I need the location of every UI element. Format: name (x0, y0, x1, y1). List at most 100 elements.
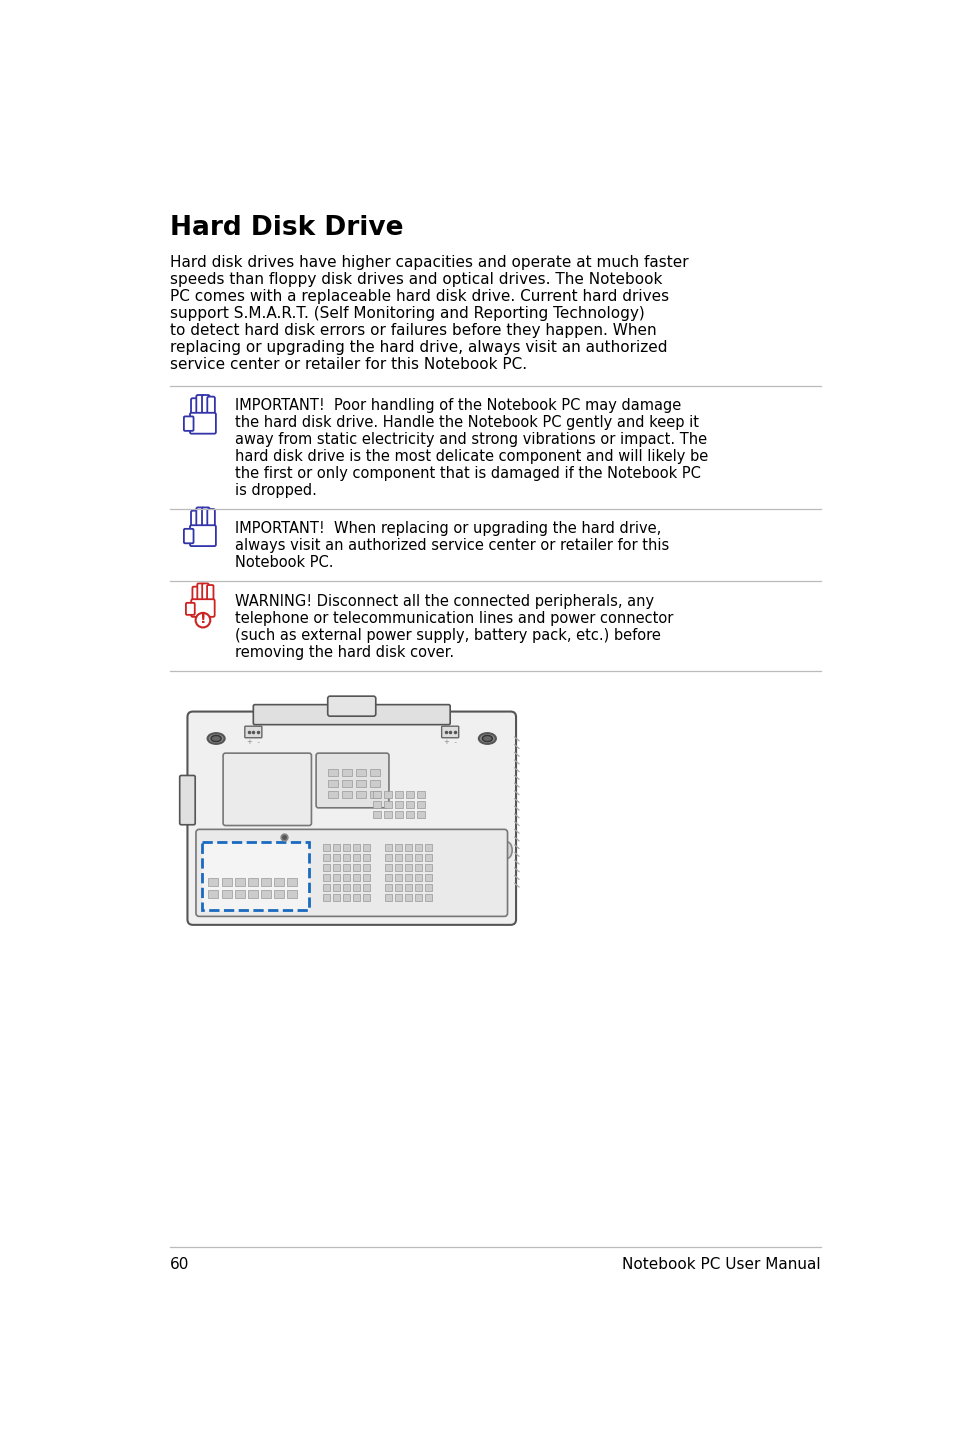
Bar (328, 779, 337, 787)
Bar (333, 894, 340, 902)
Ellipse shape (211, 735, 221, 742)
Bar (353, 884, 360, 892)
FancyBboxPatch shape (190, 413, 215, 434)
Text: IMPORTANT!  Poor handling of the Notebook PC may damage: IMPORTANT! Poor handling of the Notebook… (235, 398, 681, 413)
Bar (395, 801, 402, 808)
Bar (363, 894, 370, 902)
Bar (415, 894, 422, 902)
Bar (343, 884, 350, 892)
FancyBboxPatch shape (196, 508, 204, 528)
Ellipse shape (211, 899, 221, 906)
Bar (425, 864, 432, 871)
Text: Notebook PC User Manual: Notebook PC User Manual (621, 1257, 820, 1271)
Bar (416, 791, 424, 798)
Bar (385, 864, 392, 871)
Ellipse shape (208, 733, 224, 743)
Bar (287, 877, 297, 886)
Bar (333, 854, 340, 861)
FancyBboxPatch shape (328, 696, 375, 716)
Bar (343, 844, 350, 851)
Bar (355, 769, 365, 777)
Bar (405, 844, 412, 851)
Bar (248, 890, 257, 897)
FancyBboxPatch shape (441, 726, 458, 738)
Bar (261, 877, 271, 886)
Text: (such as external power supply, battery pack, etc.) before: (such as external power supply, battery … (235, 627, 660, 643)
Text: Hard Disk Drive: Hard Disk Drive (170, 214, 403, 242)
Bar (415, 854, 422, 861)
Text: support S.M.A.R.T. (Self Monitoring and Reporting Technology): support S.M.A.R.T. (Self Monitoring and … (170, 306, 643, 321)
Bar (274, 877, 284, 886)
Bar (405, 854, 412, 861)
FancyBboxPatch shape (223, 754, 311, 825)
Bar (406, 791, 414, 798)
FancyBboxPatch shape (190, 525, 215, 546)
Bar (355, 791, 365, 798)
FancyBboxPatch shape (191, 398, 198, 416)
Circle shape (195, 613, 210, 627)
Bar (221, 890, 232, 897)
Bar (328, 769, 337, 777)
FancyBboxPatch shape (196, 395, 204, 416)
Bar (353, 874, 360, 881)
Bar (353, 854, 360, 861)
Bar (369, 769, 379, 777)
Bar (221, 877, 232, 886)
Bar (369, 791, 379, 798)
Text: hard disk drive is the most delicate component and will likely be: hard disk drive is the most delicate com… (235, 449, 708, 464)
Text: replacing or upgrading the hard drive, always visit an authorized: replacing or upgrading the hard drive, a… (170, 339, 666, 355)
Bar (395, 844, 402, 851)
Bar (395, 811, 402, 818)
Bar (373, 801, 381, 808)
Bar (234, 890, 245, 897)
FancyBboxPatch shape (193, 587, 198, 603)
Bar (323, 864, 330, 871)
Bar (323, 884, 330, 892)
Bar (261, 890, 271, 897)
Bar (274, 890, 284, 897)
Bar (384, 801, 392, 808)
FancyBboxPatch shape (184, 529, 193, 544)
Bar (333, 874, 340, 881)
Text: always visit an authorized service center or retailer for this: always visit an authorized service cente… (235, 538, 669, 554)
Bar (425, 884, 432, 892)
Bar (343, 894, 350, 902)
Bar (363, 884, 370, 892)
Bar (353, 894, 360, 902)
Bar (406, 801, 414, 808)
Bar (333, 884, 340, 892)
Ellipse shape (478, 733, 496, 743)
Bar (369, 779, 379, 787)
Bar (343, 854, 350, 861)
Bar (323, 844, 330, 851)
FancyBboxPatch shape (207, 397, 214, 416)
Ellipse shape (208, 897, 224, 907)
Bar (385, 884, 392, 892)
Text: the hard disk drive. Handle the Notebook PC gently and keep it: the hard disk drive. Handle the Notebook… (235, 416, 699, 430)
FancyBboxPatch shape (191, 510, 198, 528)
Text: +  -: + - (247, 739, 259, 745)
Text: is dropped.: is dropped. (235, 483, 317, 498)
Bar (333, 844, 340, 851)
FancyBboxPatch shape (253, 705, 450, 725)
Bar (373, 811, 381, 818)
Bar (395, 884, 402, 892)
Bar (416, 801, 424, 808)
Bar (415, 884, 422, 892)
Bar (353, 844, 360, 851)
Text: service center or retailer for this Notebook PC.: service center or retailer for this Note… (170, 357, 526, 371)
Ellipse shape (478, 897, 496, 907)
Bar (323, 854, 330, 861)
Bar (328, 791, 337, 798)
Bar (248, 877, 257, 886)
Bar (363, 854, 370, 861)
Text: Notebook PC.: Notebook PC. (235, 555, 334, 571)
FancyBboxPatch shape (197, 584, 204, 603)
Bar (425, 874, 432, 881)
FancyBboxPatch shape (315, 754, 389, 808)
Bar (395, 864, 402, 871)
Ellipse shape (482, 735, 492, 742)
Text: WARNING! Disconnect all the connected peripherals, any: WARNING! Disconnect all the connected pe… (235, 594, 654, 608)
Bar (208, 890, 218, 897)
Bar (415, 844, 422, 851)
